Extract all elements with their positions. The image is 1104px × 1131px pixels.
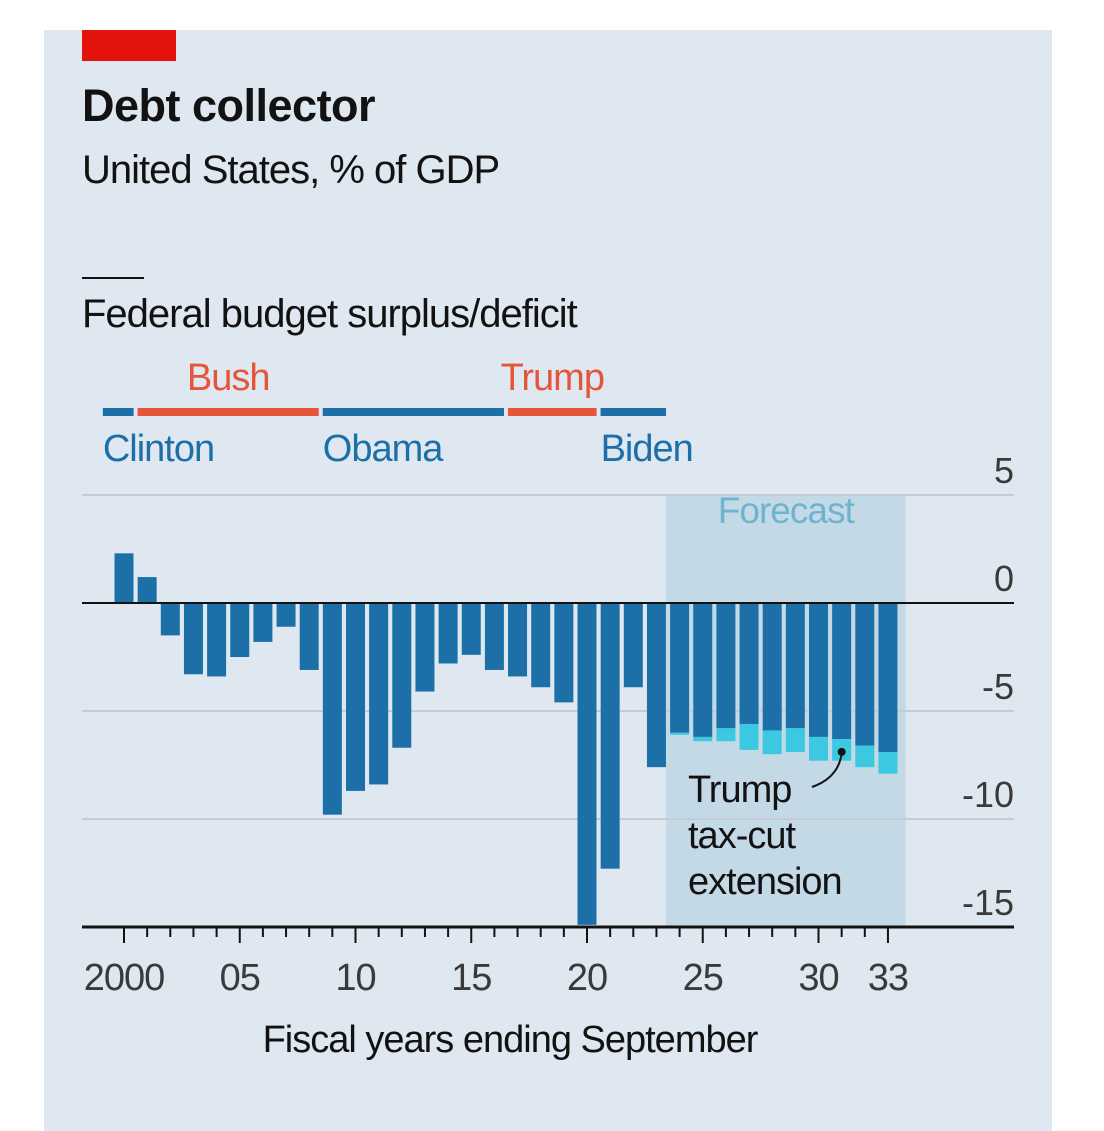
deficit-bar [577,603,597,925]
deficit-bar [438,603,458,664]
tax-cut-extension-bar [878,752,898,774]
deficit-bar [855,603,875,746]
president-bar-biden [600,408,667,416]
tax-cut-extension-bar [693,736,713,742]
president-bar-obama [322,408,504,416]
tax-cut-extension-bar [762,730,782,755]
deficit-bar [646,603,666,768]
president-label-biden: Biden [601,428,693,470]
deficit-bar [369,603,389,785]
deficit-bar [739,603,759,724]
annotation-text: tax-cut [688,815,796,857]
president-label-obama: Obama [323,428,444,470]
x-axis-title: Fiscal years ending September [263,1019,759,1061]
y-tick-label: -5 [982,666,1014,707]
y-tick-label: -10 [962,774,1014,815]
tax-cut-extension-bar [670,732,690,735]
y-tick-label: 0 [994,558,1014,599]
deficit-bar [276,603,296,627]
deficit-bar [508,603,528,677]
x-tick-label: 33 [868,957,908,999]
x-tick-label: 05 [220,957,260,999]
deficit-bar [207,603,227,677]
forecast-label: Forecast [718,490,856,531]
president-bar-bush [137,408,319,416]
president-label-trump: Trump [501,357,604,399]
x-tick-label: 10 [335,957,375,999]
deficit-bar [531,603,551,688]
president-label-clinton: Clinton [103,428,214,470]
deficit-bar [693,603,713,737]
x-tick-label: 2000 [84,957,165,999]
deficit-bar [809,603,828,737]
section-title: Federal budget surplus/deficit [82,292,578,336]
deficit-bar [484,603,504,670]
deficit-bar [392,603,412,748]
deficit-bar [878,603,898,753]
tax-cut-extension-bar [855,745,875,768]
deficit-bar [554,603,574,703]
deficit-bar [623,603,643,688]
deficit-bar [299,603,319,670]
deficit-bar [114,553,134,603]
annotation-text: Trump [688,769,791,811]
x-tick-label: 20 [567,957,607,999]
deficit-bar [160,603,180,636]
x-tick-label: 25 [683,957,723,999]
section-rule [82,277,144,279]
deficit-bar [137,577,157,603]
chart-title: Debt collector [82,80,376,131]
deficit-bar [253,603,273,642]
tax-cut-extension-bar [716,728,736,742]
deficit-bar [346,603,365,791]
deficit-bar [461,603,481,655]
deficit-bar [832,603,852,740]
president-bar-trump [507,408,597,416]
deficit-bar [322,603,342,815]
y-tick-label: 5 [994,450,1014,491]
annotation-dot [837,747,846,756]
deficit-bar [716,603,736,729]
tax-cut-extension-bar [809,736,828,761]
president-label-bush: Bush [187,357,270,399]
deficit-bar [670,603,690,733]
chart-subtitle: United States, % of GDP [82,148,500,192]
deficit-bar [230,603,250,657]
brand-tag [82,30,176,61]
deficit-bar [762,603,782,731]
y-tick-label: -15 [962,882,1014,923]
deficit-bar [600,603,620,869]
annotation-text: extension [688,861,842,903]
deficit-bar [785,603,805,729]
tax-cut-extension-bar [739,723,759,750]
deficit-bar [183,603,203,675]
x-tick-label: 15 [451,957,491,999]
president-bar-clinton [102,408,134,416]
annotation-leader [811,753,843,788]
tax-cut-extension-bar [785,728,805,753]
x-tick-label: 30 [798,957,838,999]
deficit-bar [415,603,435,692]
